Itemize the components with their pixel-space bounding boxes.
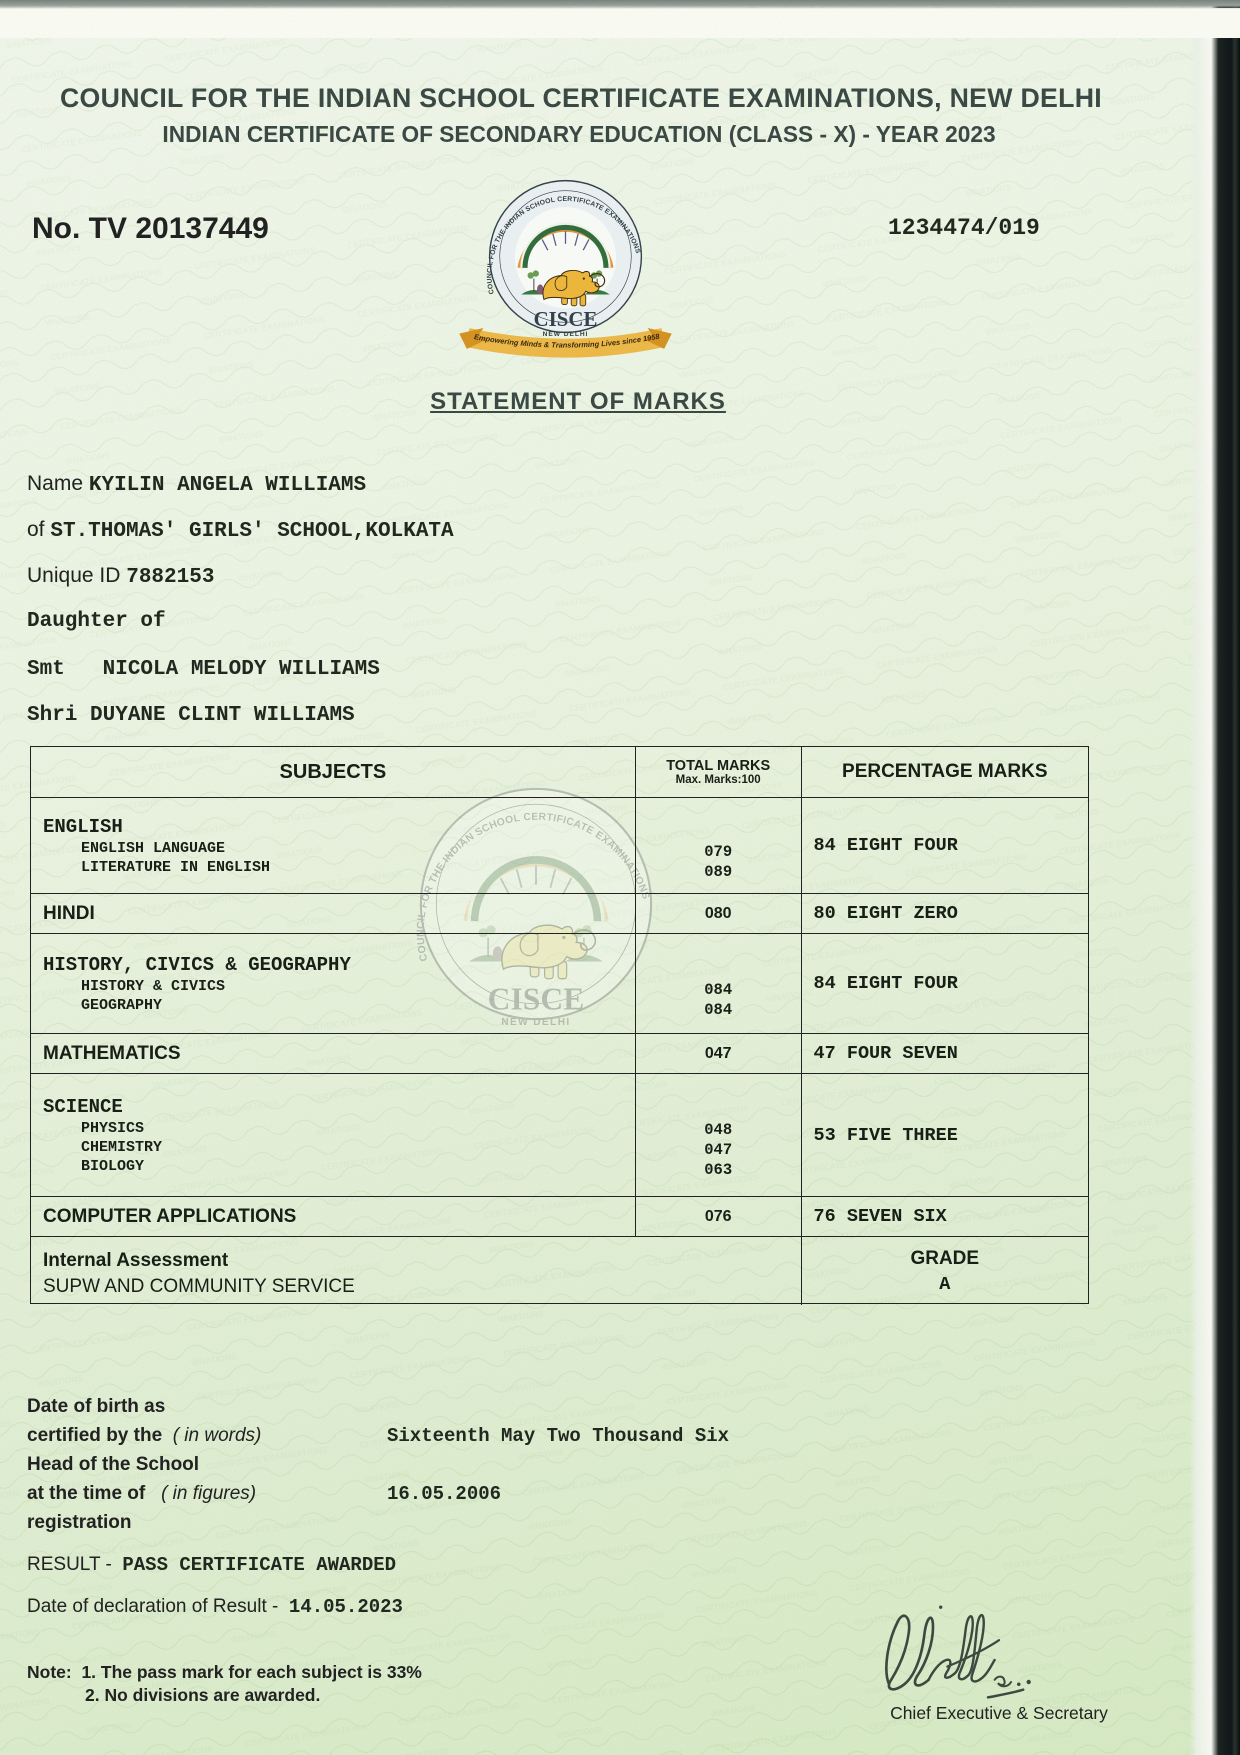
svg-text:CISCE: CISCE bbox=[534, 307, 598, 331]
svg-text:NEW DELHI: NEW DELHI bbox=[543, 331, 589, 338]
